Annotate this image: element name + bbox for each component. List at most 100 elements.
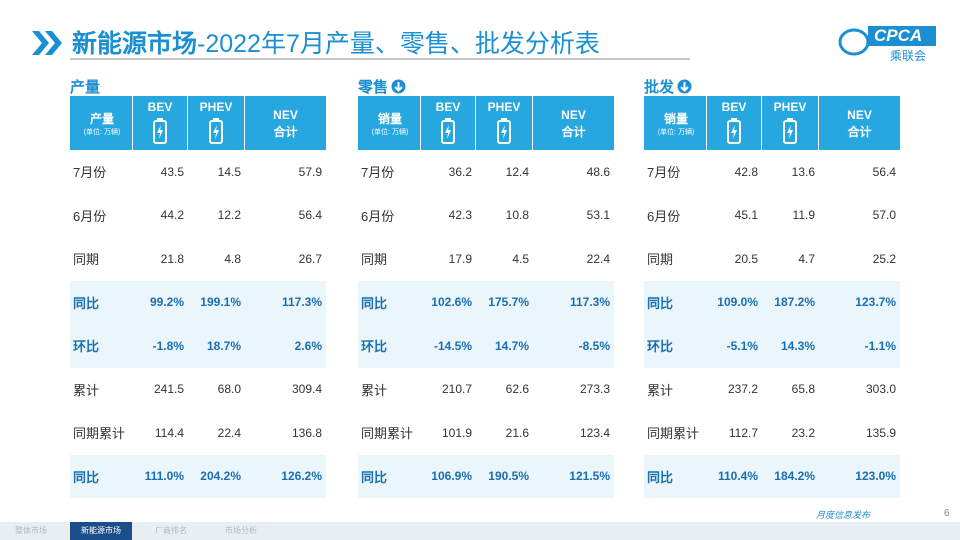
footer: 月度信息发布 6 整体市场 新能源市场 厂商排名 市场分析 bbox=[0, 508, 960, 540]
footer-note: 月度信息发布 bbox=[816, 510, 871, 520]
row-label: 同期累计 bbox=[73, 426, 126, 442]
cell-value: 25.2 bbox=[872, 251, 896, 266]
cell-value: 184.2% bbox=[774, 469, 815, 484]
logo-shape bbox=[838, 26, 936, 56]
cell-value: 26.7 bbox=[298, 251, 322, 266]
cell-value: 14.3% bbox=[780, 338, 815, 353]
row-label: 同比 bbox=[73, 469, 100, 485]
column-header: BEV bbox=[133, 96, 188, 150]
table-row: 7月份 36.2 12.4 48.6 bbox=[358, 150, 614, 194]
table-row: 同期累计 114.4 22.4 136.8 bbox=[70, 411, 326, 455]
cell-value: 56.4 bbox=[872, 164, 896, 179]
corner-cell: 销量 (单位: 万辆) bbox=[358, 96, 421, 150]
cell-value: 126.2% bbox=[281, 469, 322, 484]
battery-icon bbox=[783, 118, 797, 144]
cell-value: -1.1% bbox=[864, 338, 896, 353]
row-label: 6月份 bbox=[647, 208, 681, 224]
cell-value: -5.1% bbox=[726, 338, 758, 353]
cell-value: 123.4 bbox=[579, 425, 610, 440]
cell-value: 241.5 bbox=[153, 382, 184, 397]
cell-value: 110.4% bbox=[717, 469, 758, 484]
table-row: 累计 237.2 65.8 303.0 bbox=[644, 368, 900, 412]
cell-value: 11.9 bbox=[792, 208, 815, 223]
cell-value: 23.2 bbox=[791, 425, 815, 440]
table-row: 6月份 42.3 10.8 53.1 bbox=[358, 194, 614, 238]
row-label: 同比 bbox=[647, 469, 674, 485]
cell-value: 13.6 bbox=[791, 164, 815, 179]
column-header: NEV 合计 bbox=[819, 96, 900, 150]
table-row: 同比 99.2% 199.1% 117.3% bbox=[70, 280, 326, 324]
cell-value: 21.8 bbox=[160, 251, 184, 266]
cell-value: 10.8 bbox=[505, 208, 529, 223]
row-label: 同期累计 bbox=[647, 426, 700, 442]
cell-value: 14.5 bbox=[217, 164, 241, 179]
row-label: 同期 bbox=[647, 252, 674, 268]
section-title: 批发 bbox=[644, 76, 900, 96]
table-header: 销量 (单位: 万辆) BEV PHEV NEV 合计 bbox=[644, 96, 900, 150]
table-row: 同期 17.9 4.5 22.4 bbox=[358, 237, 614, 281]
cell-value: 56.4 bbox=[298, 208, 322, 223]
cell-value: 68.0 bbox=[217, 382, 241, 397]
column-name: PHEV bbox=[487, 100, 521, 114]
cell-value: 65.8 bbox=[791, 382, 815, 397]
cell-value: 112.7 bbox=[728, 425, 758, 440]
cell-value: 117.3% bbox=[281, 295, 322, 310]
table-row: 6月份 44.2 12.2 56.4 bbox=[70, 194, 326, 238]
row-label: 同比 bbox=[361, 469, 388, 485]
cell-value: 111.0% bbox=[144, 469, 184, 484]
table: 零售 销量 (单位: 万辆) BEV PHEV NEV 合计 7月份 36.2 12.4 48.6 6… bbox=[358, 76, 614, 506]
nav-tab[interactable]: 新能源市场 bbox=[70, 522, 132, 540]
battery-icon bbox=[441, 118, 455, 144]
cell-value: 4.5 bbox=[512, 251, 529, 266]
nav-tab[interactable]: 厂商排名 bbox=[155, 526, 187, 535]
column-name: BEV bbox=[147, 100, 173, 114]
page-title: 新能源市场-2022年7月产量、零售、批发分析表 bbox=[72, 24, 600, 60]
row-label: 累计 bbox=[361, 382, 388, 398]
column-name: NEV bbox=[273, 108, 298, 122]
row-label: 6月份 bbox=[361, 208, 395, 224]
column-name: PHEV bbox=[773, 100, 807, 114]
column-name: BEV bbox=[435, 100, 461, 114]
row-label: 7月份 bbox=[73, 165, 107, 181]
table-row: 同期累计 101.9 21.6 123.4 bbox=[358, 411, 614, 455]
column-sub: 合计 bbox=[847, 125, 872, 139]
title-underline bbox=[70, 58, 690, 60]
cell-value: 57.9 bbox=[298, 164, 322, 179]
table-row: 同比 110.4% 184.2% 123.0% bbox=[644, 454, 900, 498]
cell-value: 43.5 bbox=[160, 164, 184, 179]
nav-tab[interactable]: 市场分析 bbox=[225, 526, 257, 535]
row-label: 累计 bbox=[647, 382, 674, 398]
cell-value: 190.5% bbox=[488, 469, 529, 484]
cell-value: 199.1% bbox=[200, 295, 241, 310]
row-label: 7月份 bbox=[647, 165, 681, 181]
cell-value: 101.9 bbox=[441, 425, 472, 440]
logo-text: CPCA bbox=[874, 26, 923, 45]
corner-cell: 销量 (单位: 万辆) bbox=[644, 96, 707, 150]
row-label: 同期 bbox=[361, 252, 388, 268]
cell-value: 102.6% bbox=[431, 295, 472, 310]
cell-value: 21.6 bbox=[505, 425, 529, 440]
cell-value: -8.5% bbox=[578, 338, 610, 353]
table-row: 6月份 45.1 11.9 57.0 bbox=[644, 194, 900, 238]
cell-value: 17.9 bbox=[448, 251, 472, 266]
corner-label: 销量 bbox=[663, 112, 688, 126]
cell-value: 99.2% bbox=[149, 295, 184, 310]
column-name: BEV bbox=[721, 100, 747, 114]
table-row: 累计 241.5 68.0 309.4 bbox=[70, 368, 326, 412]
table-header: 销量 (单位: 万辆) BEV PHEV NEV 合计 bbox=[358, 96, 614, 150]
nav-tab[interactable]: 整体市场 bbox=[15, 526, 47, 535]
row-label: 同期累计 bbox=[361, 426, 414, 442]
section-title-text: 产量 bbox=[70, 78, 101, 96]
row-label: 环比 bbox=[647, 339, 674, 355]
row-label: 同比 bbox=[361, 295, 388, 311]
cell-value: 4.8 bbox=[224, 251, 241, 266]
cell-value: 123.7% bbox=[855, 295, 896, 310]
section-title-text: 批发 bbox=[644, 78, 675, 96]
cell-value: 53.1 bbox=[586, 208, 610, 223]
cell-value: 187.2% bbox=[774, 295, 815, 310]
battery-icon bbox=[153, 118, 167, 144]
column-name: NEV bbox=[847, 108, 872, 122]
cell-value: 237.2 bbox=[727, 382, 758, 397]
row-label: 环比 bbox=[361, 339, 388, 355]
